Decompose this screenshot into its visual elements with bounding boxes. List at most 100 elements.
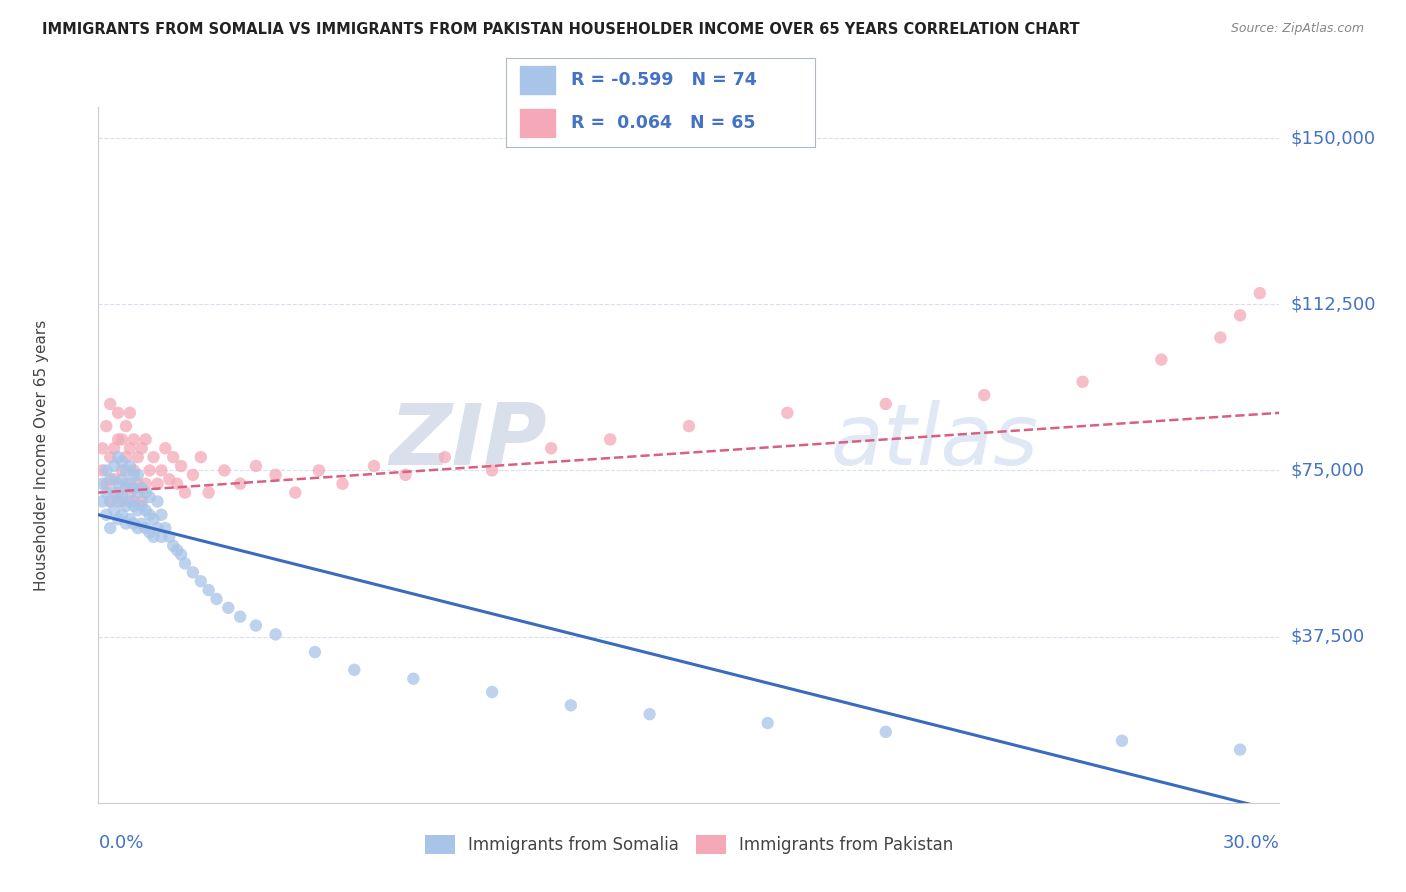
- Point: [308, 463, 330, 477]
- Point: [138, 508, 160, 522]
- Point: [127, 450, 149, 464]
- Point: [138, 463, 160, 477]
- Bar: [519, 108, 555, 138]
- Point: [155, 521, 177, 535]
- Point: [122, 463, 145, 477]
- Point: [131, 442, 153, 456]
- Point: [214, 463, 236, 477]
- Point: [115, 463, 138, 477]
- Point: [107, 512, 129, 526]
- Point: [481, 685, 503, 699]
- Point: [131, 516, 153, 531]
- Point: [162, 539, 184, 553]
- Point: [433, 450, 456, 464]
- Point: [138, 525, 160, 540]
- Point: [181, 467, 204, 482]
- Point: [197, 583, 219, 598]
- Point: [111, 490, 134, 504]
- Point: [197, 485, 219, 500]
- Point: [122, 467, 145, 482]
- Point: [402, 672, 425, 686]
- Point: [1229, 742, 1251, 756]
- Point: [540, 442, 562, 456]
- Point: [181, 566, 204, 580]
- Point: [111, 454, 134, 468]
- Point: [111, 433, 134, 447]
- Point: [131, 499, 153, 513]
- Point: [190, 450, 212, 464]
- Point: [560, 698, 582, 713]
- Point: [170, 548, 193, 562]
- Point: [131, 481, 153, 495]
- Point: [96, 508, 118, 522]
- Point: [1209, 330, 1232, 344]
- Point: [115, 419, 138, 434]
- Text: $150,000: $150,000: [1291, 129, 1375, 147]
- Point: [107, 433, 129, 447]
- Point: [343, 663, 366, 677]
- Point: [96, 419, 118, 434]
- Point: [122, 499, 145, 513]
- Point: [103, 458, 125, 473]
- Point: [135, 503, 157, 517]
- Point: [96, 485, 118, 500]
- Point: [304, 645, 326, 659]
- Point: [131, 494, 153, 508]
- Point: [157, 530, 180, 544]
- Point: [127, 485, 149, 500]
- Point: [174, 485, 197, 500]
- Point: [115, 476, 138, 491]
- Point: [98, 494, 121, 508]
- Point: [91, 476, 114, 491]
- Point: [394, 467, 416, 482]
- Point: [1249, 286, 1271, 301]
- Point: [363, 458, 385, 473]
- Point: [127, 521, 149, 535]
- Point: [973, 388, 995, 402]
- Point: [91, 463, 114, 477]
- Text: Householder Income Over 65 years: Householder Income Over 65 years: [34, 319, 49, 591]
- Point: [146, 521, 169, 535]
- Point: [127, 503, 149, 517]
- Point: [103, 503, 125, 517]
- Point: [98, 472, 121, 486]
- Point: [150, 463, 173, 477]
- Text: ZIP: ZIP: [389, 400, 547, 483]
- Point: [174, 557, 197, 571]
- Point: [150, 508, 173, 522]
- Point: [264, 627, 287, 641]
- Point: [118, 476, 141, 491]
- Point: [135, 485, 157, 500]
- Point: [138, 490, 160, 504]
- Point: [146, 494, 169, 508]
- Point: [118, 458, 141, 473]
- Point: [115, 481, 138, 495]
- Point: [162, 450, 184, 464]
- Point: [118, 406, 141, 420]
- Point: [107, 406, 129, 420]
- Text: $112,500: $112,500: [1291, 295, 1376, 313]
- Text: IMMIGRANTS FROM SOMALIA VS IMMIGRANTS FROM PAKISTAN HOUSEHOLDER INCOME OVER 65 Y: IMMIGRANTS FROM SOMALIA VS IMMIGRANTS FR…: [42, 22, 1080, 37]
- Point: [135, 476, 157, 491]
- Point: [98, 494, 121, 508]
- Point: [107, 485, 129, 500]
- Point: [245, 618, 267, 632]
- Point: [122, 481, 145, 495]
- Text: R =  0.064   N = 65: R = 0.064 N = 65: [571, 114, 755, 132]
- Legend: Immigrants from Somalia, Immigrants from Pakistan: Immigrants from Somalia, Immigrants from…: [418, 828, 960, 861]
- Point: [146, 476, 169, 491]
- Point: [678, 419, 700, 434]
- Point: [98, 397, 121, 411]
- Point: [96, 476, 118, 491]
- Point: [1071, 375, 1094, 389]
- Point: [98, 521, 121, 535]
- Point: [155, 442, 177, 456]
- Point: [229, 476, 252, 491]
- Point: [166, 543, 188, 558]
- Point: [122, 494, 145, 508]
- Point: [103, 485, 125, 500]
- Point: [115, 516, 138, 531]
- Text: 0.0%: 0.0%: [98, 834, 143, 852]
- Point: [111, 508, 134, 522]
- Text: Source: ZipAtlas.com: Source: ZipAtlas.com: [1230, 22, 1364, 36]
